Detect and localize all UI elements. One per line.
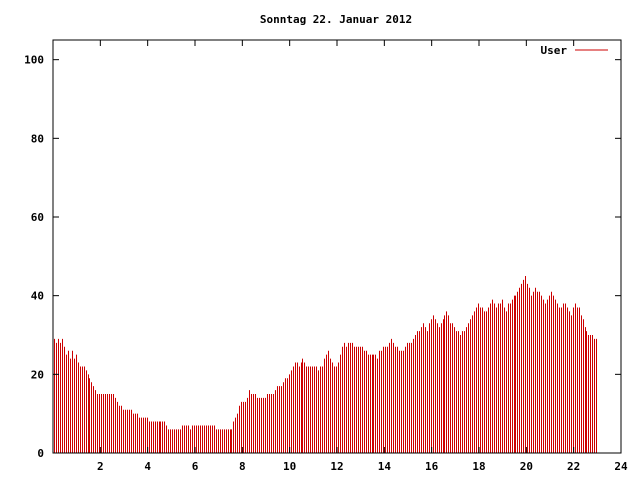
x-tick-label: 6 xyxy=(192,460,199,473)
x-tick-label: 12 xyxy=(330,460,343,473)
x-tick-label: 4 xyxy=(144,460,151,473)
y-tick-label: 40 xyxy=(31,290,44,303)
x-tick-label: 24 xyxy=(614,460,628,473)
y-tick-label: 0 xyxy=(37,447,44,460)
y-tick-label: 60 xyxy=(31,211,44,224)
y-tick-label: 100 xyxy=(24,54,44,67)
x-tick-label: 8 xyxy=(239,460,246,473)
y-tick-label: 80 xyxy=(31,132,44,145)
x-tick-label: 10 xyxy=(283,460,296,473)
x-tick-label: 18 xyxy=(472,460,485,473)
chart-title: Sonntag 22. Januar 2012 xyxy=(260,13,412,26)
x-tick-label: 16 xyxy=(425,460,439,473)
x-tick-label: 22 xyxy=(567,460,580,473)
bars xyxy=(54,276,597,453)
legend: User xyxy=(541,44,608,57)
x-tick-label: 20 xyxy=(520,460,533,473)
x-tick-label: 2 xyxy=(97,460,104,473)
y-tick-label: 20 xyxy=(31,368,44,381)
legend-label: User xyxy=(541,44,568,57)
x-tick-label: 14 xyxy=(378,460,392,473)
